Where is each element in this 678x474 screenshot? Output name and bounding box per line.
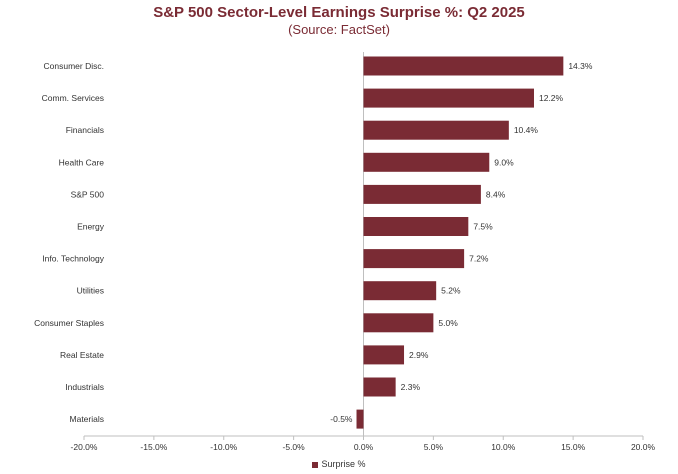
data-label: 2.9%: [409, 350, 429, 360]
x-tick-label: 15.0%: [561, 442, 586, 452]
bar: [356, 409, 364, 429]
x-tick-label: -5.0%: [283, 442, 306, 452]
data-label: 14.3%: [568, 61, 593, 71]
category-label: Comm. Services: [42, 93, 104, 103]
data-label: 7.2%: [469, 254, 489, 264]
bar: [363, 56, 564, 76]
bar: [363, 184, 481, 204]
category-label: Real Estate: [60, 350, 104, 360]
x-tick-label: 20.0%: [631, 442, 656, 452]
chart-title: S&P 500 Sector-Level Earnings Surprise %…: [153, 4, 525, 21]
data-label: 5.0%: [438, 318, 458, 328]
data-label: 9.0%: [494, 157, 514, 167]
x-tick-label: 0.0%: [354, 442, 374, 452]
legend: Surprise %: [0, 459, 678, 469]
data-label: 7.5%: [473, 222, 493, 232]
category-label: Industrials: [65, 382, 104, 392]
data-label: 10.4%: [514, 125, 539, 135]
bar: [363, 377, 396, 397]
bar: [363, 313, 434, 333]
bar: [363, 249, 465, 269]
chart-subtitle: (Source: FactSet): [288, 22, 390, 37]
data-label: 12.2%: [539, 93, 564, 103]
legend-label: Surprise %: [321, 459, 366, 469]
data-label: 2.3%: [401, 382, 421, 392]
x-tick-label: -10.0%: [210, 442, 237, 452]
bar: [363, 281, 437, 301]
bar: [363, 217, 469, 236]
category-label: Energy: [77, 222, 105, 232]
category-label: Financials: [66, 125, 104, 135]
category-label: Consumer Disc.: [44, 61, 104, 71]
x-tick-label: -20.0%: [71, 442, 98, 452]
data-label: -0.5%: [330, 414, 353, 424]
bar: [363, 345, 405, 365]
category-label: S&P 500: [71, 189, 105, 199]
x-tick-label: 10.0%: [491, 442, 516, 452]
category-label: Materials: [70, 414, 104, 424]
category-label: Info. Technology: [42, 254, 104, 264]
bar: [363, 152, 490, 172]
category-label: Consumer Staples: [34, 318, 104, 328]
data-label: 5.2%: [441, 286, 461, 296]
category-label: Utilities: [77, 286, 104, 296]
x-tick-label: 5.0%: [424, 442, 444, 452]
x-tick-label: -15.0%: [140, 442, 167, 452]
bar: [363, 120, 509, 140]
legend-swatch: [312, 461, 319, 468]
category-label: Health Care: [59, 157, 105, 167]
data-label: 8.4%: [486, 189, 506, 199]
bar: [363, 88, 534, 108]
